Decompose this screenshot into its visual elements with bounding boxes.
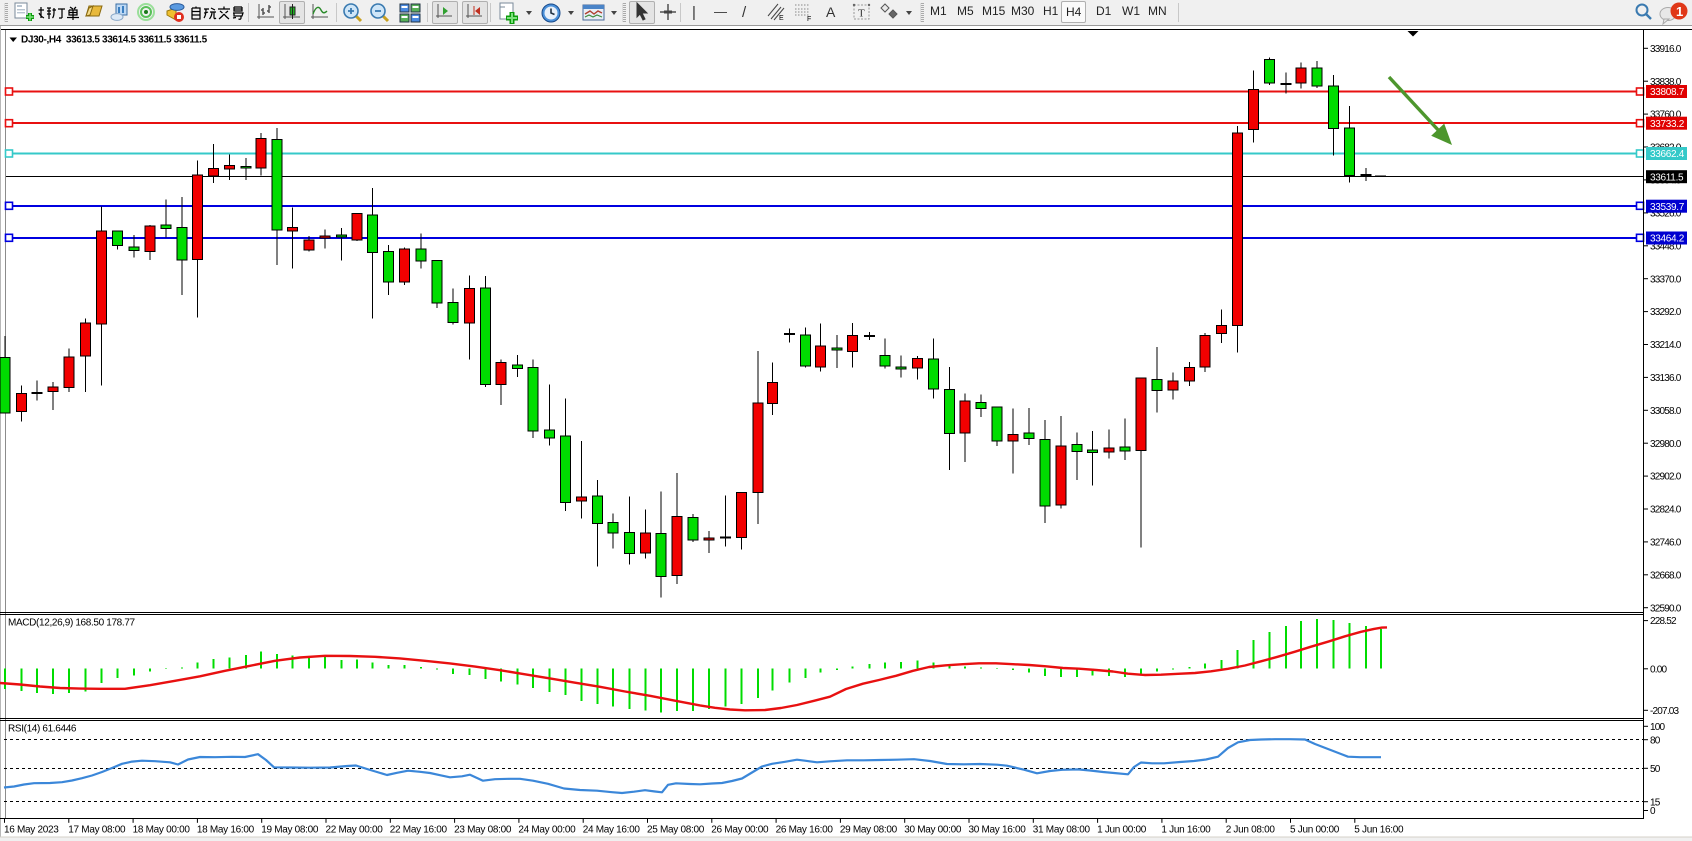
svg-text:30 May 00:00: 30 May 00:00	[904, 825, 962, 836]
svg-text:E: E	[779, 15, 784, 22]
svg-text:33058.0: 33058.0	[1650, 406, 1682, 417]
svg-text:25 May 08:00: 25 May 08:00	[647, 825, 705, 836]
svg-text:0.00: 0.00	[1650, 664, 1668, 675]
svg-text:33611.5: 33611.5	[1650, 172, 1684, 183]
svg-text:RSI(14) 61.6446: RSI(14) 61.6446	[8, 724, 77, 735]
svg-text:228.52: 228.52	[1650, 616, 1677, 627]
svg-text:0: 0	[1650, 806, 1656, 817]
svg-text:18 May 00:00: 18 May 00:00	[133, 825, 191, 836]
svg-text:1 Jun 16:00: 1 Jun 16:00	[1161, 825, 1211, 836]
svg-text:5 Jun 16:00: 5 Jun 16:00	[1354, 825, 1404, 836]
svg-text:32824.0: 32824.0	[1650, 505, 1682, 516]
svg-text:32590.0: 32590.0	[1650, 603, 1682, 614]
svg-text:16 May 2023: 16 May 2023	[4, 825, 59, 836]
svg-text:31 May 08:00: 31 May 08:00	[1033, 825, 1091, 836]
svg-text:17 May 08:00: 17 May 08:00	[68, 825, 126, 836]
svg-text:33214.0: 33214.0	[1650, 340, 1682, 351]
svg-text:MACD(12,26,9) 168.50 178.77: MACD(12,26,9) 168.50 178.77	[8, 618, 136, 629]
svg-text:T: T	[858, 8, 865, 20]
svg-text:5 Jun 00:00: 5 Jun 00:00	[1290, 825, 1340, 836]
svg-text:32668.0: 32668.0	[1650, 570, 1682, 581]
svg-text:100: 100	[1650, 722, 1666, 733]
svg-text:19 May 08:00: 19 May 08:00	[261, 825, 319, 836]
svg-text:50: 50	[1650, 764, 1661, 775]
svg-text:33370.0: 33370.0	[1650, 274, 1682, 285]
svg-text:33136.0: 33136.0	[1650, 373, 1682, 384]
svg-text:33916.0: 33916.0	[1650, 44, 1682, 55]
svg-text:1: 1	[1676, 4, 1683, 19]
svg-text:32746.0: 32746.0	[1650, 538, 1682, 549]
svg-text:33526.0: 33526.0	[1650, 209, 1682, 220]
svg-text:32902.0: 32902.0	[1650, 472, 1682, 483]
svg-text:29 May 08:00: 29 May 08:00	[840, 825, 898, 836]
svg-text:2 Jun 08:00: 2 Jun 08:00	[1226, 825, 1276, 836]
svg-text:DJ30-,H4 33613.5 33614.5 3361: DJ30-,H4 33613.5 33614.5 33611.5 33611.5	[21, 35, 208, 46]
svg-text:80: 80	[1650, 735, 1661, 746]
svg-text:33808.7: 33808.7	[1650, 87, 1685, 98]
svg-text:32980.0: 32980.0	[1650, 439, 1682, 450]
svg-text:1 Jun 00:00: 1 Jun 00:00	[1097, 825, 1147, 836]
svg-text:-207.03: -207.03	[1650, 706, 1680, 717]
svg-text:22 May 16:00: 22 May 16:00	[390, 825, 448, 836]
svg-text:33662.4: 33662.4	[1650, 149, 1685, 160]
svg-text:26 May 16:00: 26 May 16:00	[776, 825, 834, 836]
svg-text:26 May 00:00: 26 May 00:00	[711, 825, 769, 836]
svg-text:24 May 00:00: 24 May 00:00	[518, 825, 576, 836]
svg-text:33539.7: 33539.7	[1650, 202, 1685, 213]
svg-text:18 May 16:00: 18 May 16:00	[197, 825, 255, 836]
svg-text:F: F	[807, 16, 811, 22]
svg-text:30 May 16:00: 30 May 16:00	[969, 825, 1027, 836]
svg-text:33838.0: 33838.0	[1650, 77, 1682, 88]
svg-text:15: 15	[1650, 797, 1661, 808]
svg-text:24 May 16:00: 24 May 16:00	[583, 825, 641, 836]
svg-text:33464.2: 33464.2	[1650, 234, 1685, 245]
svg-text:23 May 08:00: 23 May 08:00	[454, 825, 512, 836]
svg-text:33448.0: 33448.0	[1650, 241, 1682, 252]
svg-text:33292.0: 33292.0	[1650, 307, 1682, 318]
svg-text:33733.2: 33733.2	[1650, 119, 1685, 130]
svg-text:33760.0: 33760.0	[1650, 110, 1682, 121]
svg-text:22 May 00:00: 22 May 00:00	[326, 825, 384, 836]
